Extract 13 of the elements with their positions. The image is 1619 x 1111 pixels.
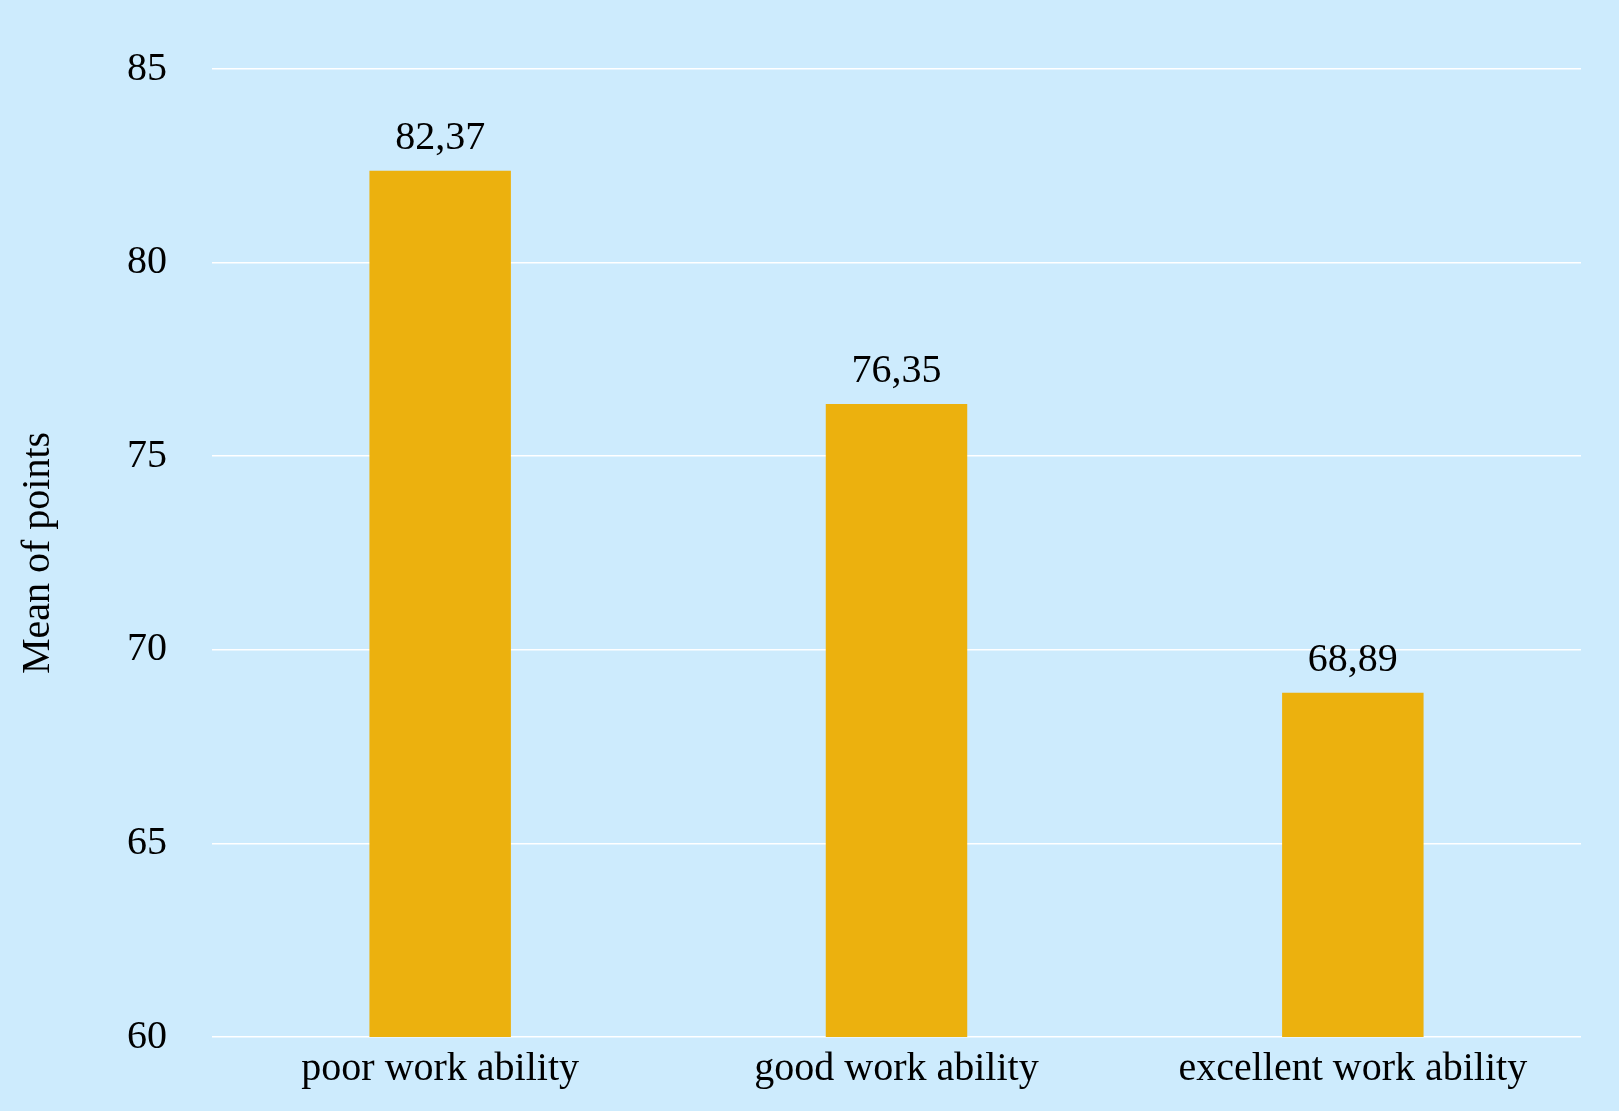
data-label: 82,37: [395, 113, 486, 159]
x-tick-label: excellent work ability: [1178, 1043, 1528, 1089]
x-tick-label: good work ability: [754, 1043, 1039, 1089]
y-tick-label: 65: [127, 817, 167, 863]
y-axis-title: Mean of points: [12, 431, 58, 675]
y-tick-label: 70: [127, 624, 167, 670]
data-label: 68,89: [1307, 635, 1398, 681]
y-tick-label: 60: [127, 1011, 167, 1057]
y-tick-label: 75: [127, 430, 167, 476]
y-tick-label: 80: [127, 237, 167, 283]
x-tick-label: poor work ability: [301, 1043, 580, 1089]
y-tick-label: 85: [127, 43, 167, 89]
data-label: 76,35: [851, 346, 942, 392]
